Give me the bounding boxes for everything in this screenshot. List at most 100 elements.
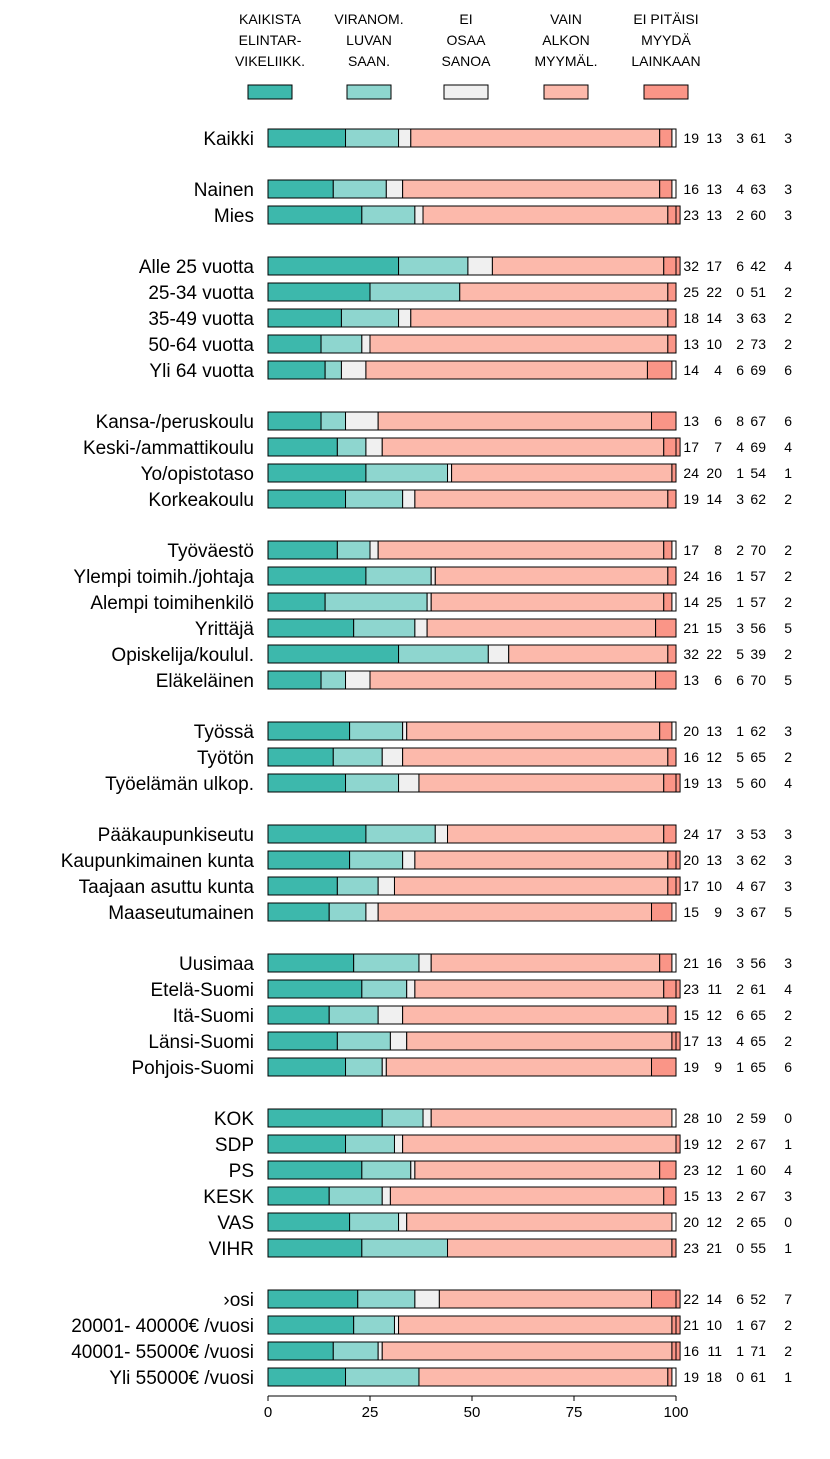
row-label: Alle 25 vuotta bbox=[139, 257, 255, 278]
bar-row bbox=[267, 1108, 677, 1128]
bar-segment bbox=[651, 1057, 677, 1077]
bar-row bbox=[267, 437, 681, 457]
legend-label: VAIN bbox=[550, 11, 582, 27]
value-label: 3 bbox=[736, 620, 744, 636]
bar-segment bbox=[345, 489, 404, 509]
bar-segment bbox=[406, 979, 416, 999]
value-label: 11 bbox=[707, 981, 722, 997]
bar-segment bbox=[353, 953, 420, 973]
bar-segment bbox=[267, 1341, 334, 1361]
legend-label: ALKON bbox=[542, 32, 589, 48]
row-label: KOK bbox=[214, 1109, 254, 1130]
bar-segment bbox=[508, 644, 669, 664]
bar-segment bbox=[406, 1212, 673, 1232]
bar-segment bbox=[418, 773, 665, 793]
bar-segment bbox=[434, 824, 449, 844]
value-label: 13 bbox=[706, 775, 722, 791]
value-label: 2 bbox=[784, 1317, 792, 1333]
value-label: 8 bbox=[736, 413, 744, 429]
value-label: 13 bbox=[683, 413, 699, 429]
value-label: 16 bbox=[683, 1343, 699, 1359]
bar-segment bbox=[267, 463, 367, 483]
value-label: 14 bbox=[706, 310, 722, 326]
value-label: 19 bbox=[683, 1059, 699, 1075]
bar-outline bbox=[267, 360, 677, 380]
bar-row bbox=[267, 1005, 677, 1025]
value-label: 1 bbox=[736, 1343, 744, 1359]
row-label: Kaikki bbox=[203, 129, 254, 150]
bar-outline bbox=[267, 953, 677, 973]
value-label: 67 bbox=[750, 1188, 766, 1204]
bar-segment bbox=[267, 953, 355, 973]
x-tick-label: 25 bbox=[362, 1404, 379, 1421]
bar-segment bbox=[365, 360, 648, 380]
value-label: 4 bbox=[736, 878, 744, 894]
bar-segment bbox=[646, 360, 673, 380]
row-label: 40001- 55000€ /vuosi bbox=[71, 1342, 254, 1363]
row-label: Työväestö bbox=[167, 541, 254, 562]
bar-segment bbox=[651, 411, 677, 431]
value-label: 17 bbox=[683, 542, 699, 558]
value-label: 10 bbox=[706, 878, 722, 894]
bar-outline bbox=[267, 721, 677, 741]
row-label: Etelä-Suomi bbox=[151, 980, 255, 1001]
value-label: 0 bbox=[784, 1214, 792, 1230]
value-label: 1 bbox=[784, 1136, 792, 1152]
value-label: 5 bbox=[736, 646, 744, 662]
value-label: 11 bbox=[707, 1343, 722, 1359]
value-label: 69 bbox=[750, 362, 766, 378]
bar-row bbox=[267, 205, 681, 225]
value-label: 20 bbox=[683, 1214, 699, 1230]
bar-segment bbox=[369, 334, 669, 354]
value-label: 60 bbox=[750, 775, 766, 791]
bar-segment bbox=[381, 1186, 391, 1206]
bar-segment bbox=[361, 205, 416, 225]
bar-segment bbox=[651, 902, 673, 922]
bar-segment bbox=[267, 824, 367, 844]
row-label: 25-34 vuotta bbox=[148, 283, 254, 304]
value-label: 16 bbox=[683, 181, 699, 197]
bar-segment bbox=[267, 644, 400, 664]
value-label: 2 bbox=[784, 542, 792, 558]
bar-outline bbox=[267, 644, 677, 664]
bar-segment bbox=[345, 1367, 420, 1387]
bar-segment bbox=[447, 824, 665, 844]
bar-segment bbox=[659, 128, 673, 148]
value-label: 14 bbox=[706, 491, 722, 507]
bar-segment bbox=[320, 670, 347, 690]
value-label: 6 bbox=[714, 413, 722, 429]
value-label: 13 bbox=[683, 336, 699, 352]
row-label: 20001- 40000€ /vuosi bbox=[71, 1316, 254, 1337]
value-label: 0 bbox=[736, 1240, 744, 1256]
row-label: Työtön bbox=[197, 748, 254, 769]
row-label: Nainen bbox=[194, 180, 254, 201]
bar-row bbox=[267, 1160, 677, 1180]
bar-segment bbox=[659, 721, 673, 741]
bar-segment bbox=[393, 1315, 400, 1335]
value-label: 12 bbox=[706, 1136, 722, 1152]
bar-segment bbox=[345, 1057, 383, 1077]
bar-segment bbox=[267, 1315, 355, 1335]
value-label: 14 bbox=[706, 1291, 722, 1307]
value-label: 54 bbox=[750, 465, 766, 481]
value-label: 9 bbox=[714, 1059, 722, 1075]
bar-segment bbox=[389, 1031, 408, 1051]
value-label: 3 bbox=[784, 852, 792, 868]
value-label: 5 bbox=[784, 904, 792, 920]
bar-segment bbox=[336, 876, 379, 896]
legend-label: ELINTAR- bbox=[239, 32, 302, 48]
bar-segment bbox=[361, 1160, 412, 1180]
bar-row bbox=[267, 566, 677, 586]
value-label: 4 bbox=[736, 181, 744, 197]
value-label: 20 bbox=[683, 852, 699, 868]
value-label: 23 bbox=[683, 207, 699, 223]
value-label: 61 bbox=[750, 981, 766, 997]
bar-segment bbox=[324, 360, 342, 380]
bar-segment bbox=[377, 540, 665, 560]
bar-segment bbox=[267, 876, 338, 896]
bar-segment bbox=[381, 437, 665, 457]
value-label: 3 bbox=[736, 904, 744, 920]
bar-segment bbox=[365, 437, 383, 457]
bar-segment bbox=[402, 721, 408, 741]
bar-segment bbox=[393, 1134, 404, 1154]
